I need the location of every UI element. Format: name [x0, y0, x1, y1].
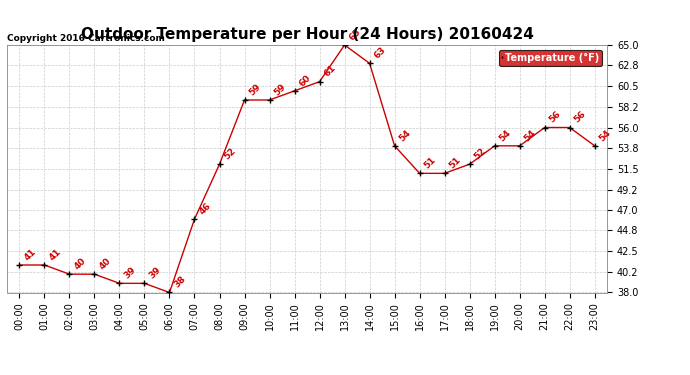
Text: 39: 39	[147, 265, 163, 280]
Text: 56: 56	[547, 110, 562, 125]
Text: 52: 52	[473, 146, 488, 161]
Text: 40: 40	[97, 256, 112, 272]
Legend: Temperature (°F): Temperature (°F)	[500, 50, 602, 66]
Text: 52: 52	[222, 146, 237, 161]
Text: 54: 54	[497, 128, 513, 143]
Text: 63: 63	[373, 45, 388, 60]
Text: 54: 54	[397, 128, 413, 143]
Text: 65: 65	[347, 27, 362, 42]
Text: 61: 61	[322, 64, 337, 79]
Text: 54: 54	[522, 128, 538, 143]
Text: 51: 51	[447, 155, 462, 171]
Text: 39: 39	[122, 265, 137, 280]
Text: 60: 60	[297, 73, 313, 88]
Text: 41: 41	[47, 247, 63, 262]
Text: Copyright 2016 Cartronics.com: Copyright 2016 Cartronics.com	[7, 33, 165, 42]
Text: 40: 40	[72, 256, 88, 272]
Text: 59: 59	[247, 82, 263, 97]
Title: Outdoor Temperature per Hour (24 Hours) 20160424: Outdoor Temperature per Hour (24 Hours) …	[81, 27, 533, 42]
Text: 56: 56	[573, 110, 588, 125]
Text: 59: 59	[273, 82, 288, 97]
Text: 54: 54	[598, 128, 613, 143]
Text: 46: 46	[197, 201, 213, 216]
Text: 38: 38	[172, 274, 188, 290]
Text: 41: 41	[22, 247, 37, 262]
Text: 51: 51	[422, 155, 437, 171]
